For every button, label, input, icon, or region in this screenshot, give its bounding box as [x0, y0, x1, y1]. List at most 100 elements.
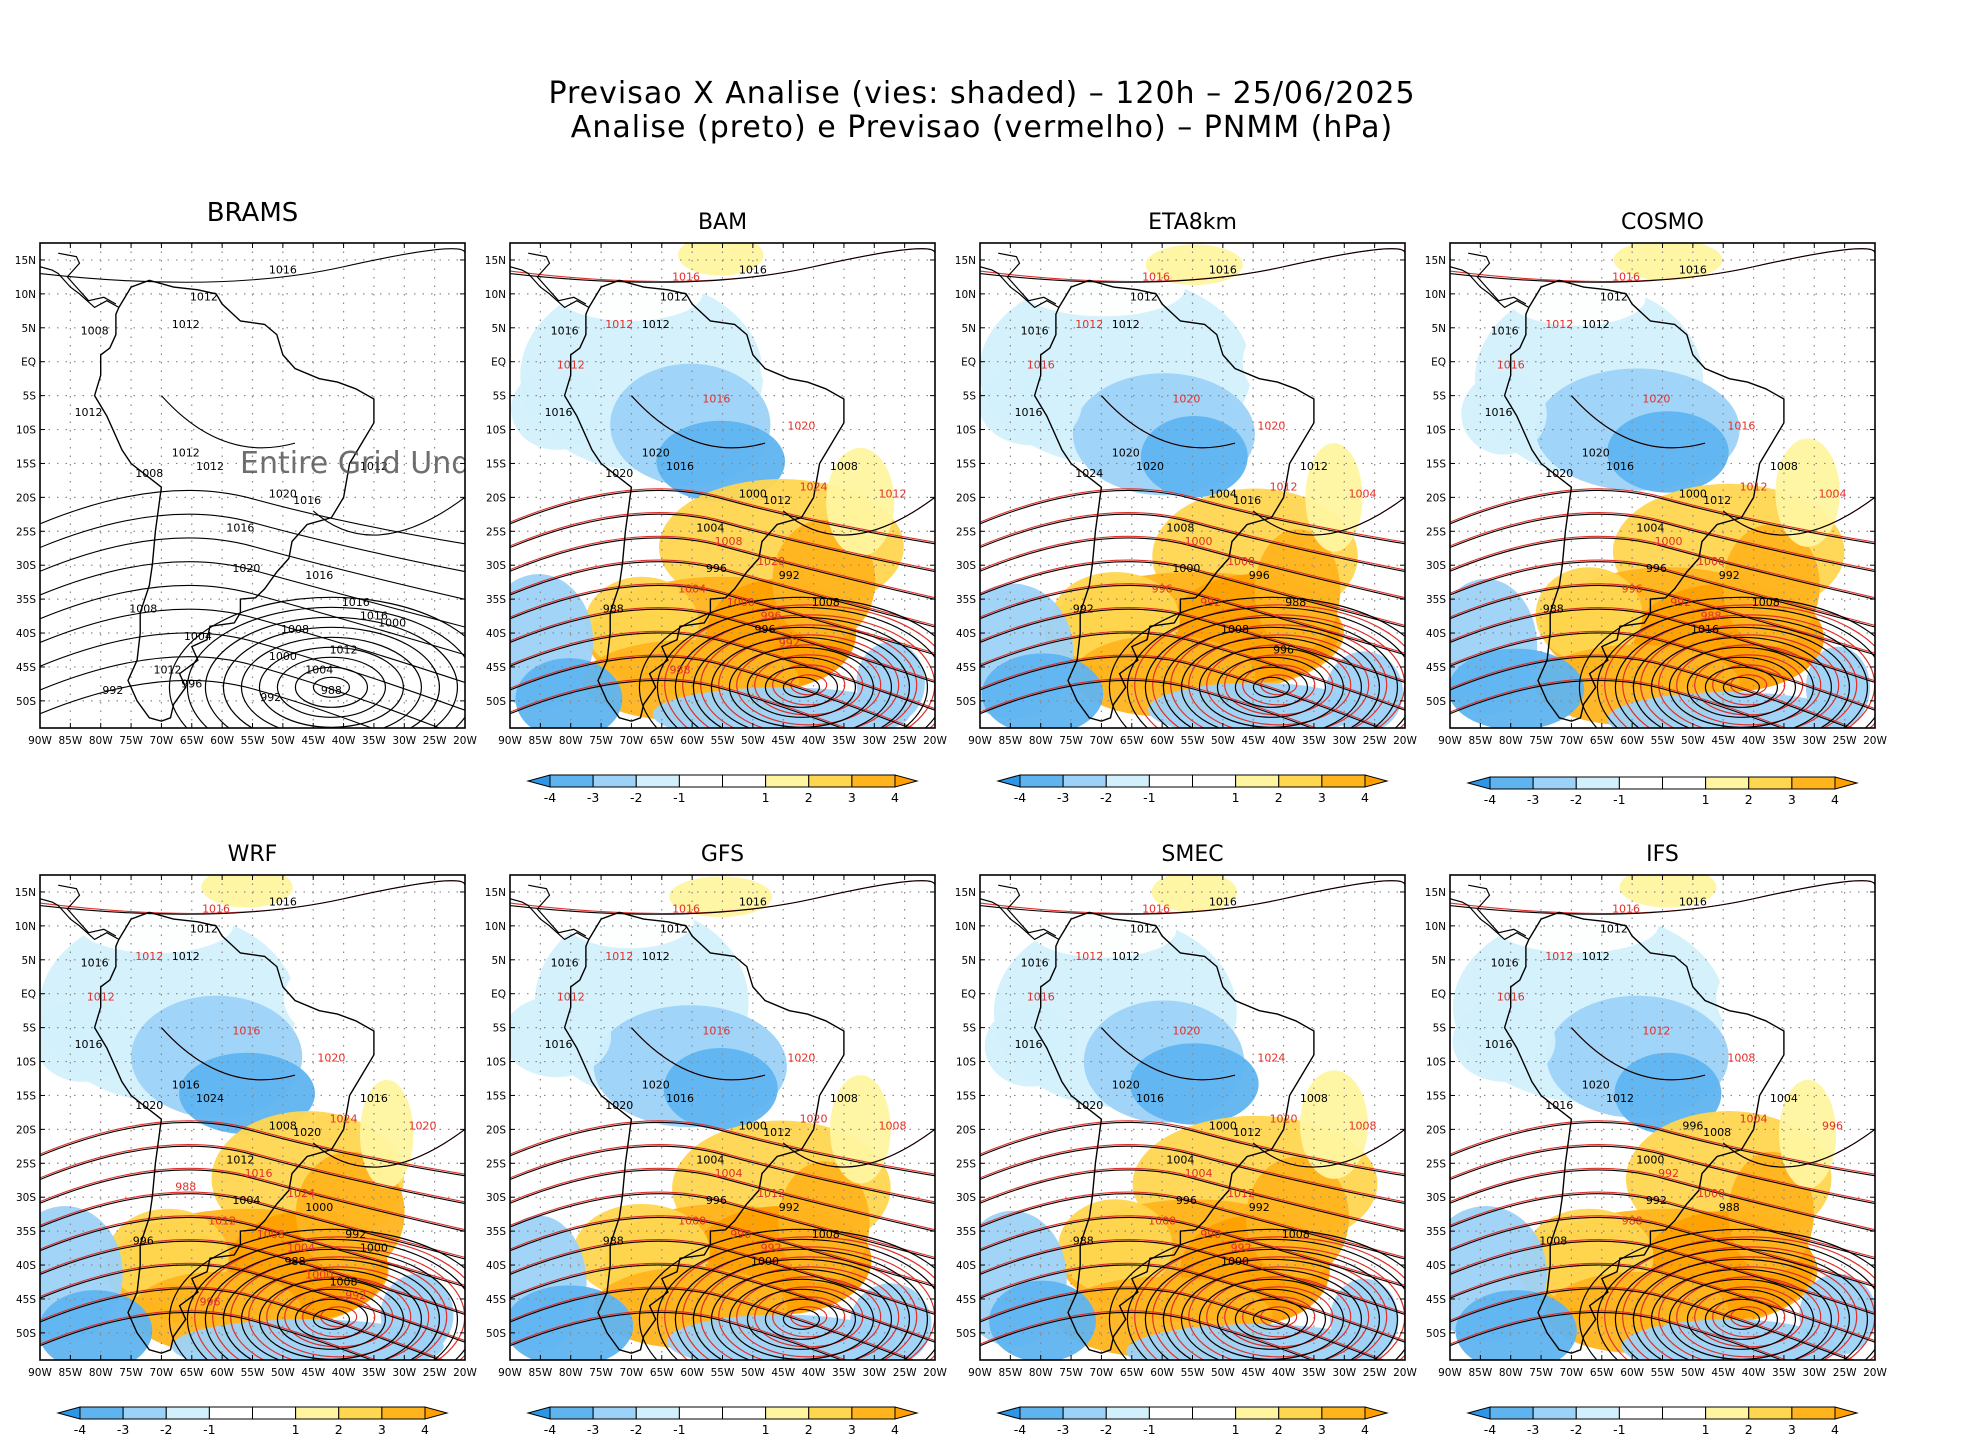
analysis-isobar [1126, 606, 1405, 728]
colorbar-segment [122, 1406, 167, 1420]
lon-label: 25W [423, 1367, 447, 1379]
analysis-isobar [1108, 1228, 1405, 1360]
lat-label: 10N [485, 289, 506, 301]
coastline [510, 897, 590, 941]
bias-area [663, 1047, 778, 1130]
colorbar-label: -1 [1143, 1422, 1155, 1436]
colorbar-segment [635, 1406, 680, 1420]
lon-label: 85W [528, 1367, 552, 1379]
colorbar-arrow-left [1466, 1406, 1491, 1420]
analysis-contour-label: 996 [1646, 562, 1667, 575]
colorbar: -4 -3 -2 -1 1 2 3 4 [1466, 1406, 1859, 1436]
forecast-isobar [1640, 624, 1858, 728]
forecast-isobar [510, 630, 935, 710]
colorbar-label: 1 [762, 790, 770, 805]
lat-label: 20S [956, 492, 976, 504]
lon-label: 90W [28, 735, 52, 747]
forecast-contour-label: 1020 [787, 420, 815, 433]
lon-label: 55W [241, 1367, 265, 1379]
analysis-contour-label: 1000 [1209, 1119, 1237, 1132]
lon-label: 20W [1863, 1367, 1887, 1379]
colorbar-label: 2 [1275, 1422, 1283, 1436]
lon-label: 75W [1529, 735, 1553, 747]
lat-label: 15S [956, 1090, 976, 1102]
colorbar-arrow-left [996, 774, 1021, 788]
analysis-isobar [312, 1128, 465, 1168]
forecast-isobar [718, 634, 900, 728]
forecast-contour-label: 1024 [330, 1113, 358, 1126]
lon-label: 65W [1120, 1367, 1144, 1379]
colorbar-label: 2 [805, 1422, 813, 1436]
forecast-contour-label: 1024 [800, 481, 828, 494]
analysis-contour-label: 1012 [190, 291, 218, 304]
colorbar-label: 3 [848, 1422, 856, 1436]
analysis-isobar [1252, 676, 1291, 698]
analysis-isobar [1722, 1308, 1761, 1330]
bias-area [1535, 567, 1643, 663]
analysis-isobar [746, 1288, 857, 1350]
analysis-isobar [1234, 666, 1309, 708]
colorbar-label: 4 [421, 1422, 429, 1436]
analysis-contour-label: 1016 [739, 264, 767, 277]
analysis-contour-label: 1008 [1539, 1235, 1567, 1248]
colorbar-label: 3 [378, 1422, 386, 1436]
analysis-contour-label: 1016 [1136, 1092, 1164, 1105]
analysis-isobar [674, 616, 928, 728]
panel-title: SMEC [1161, 842, 1223, 867]
analysis-isobar [1596, 1238, 1875, 1360]
colorbar-segment [1489, 776, 1534, 790]
forecast-isobar [1260, 674, 1298, 696]
forecast-isobar [510, 512, 935, 571]
forecast-contour-label: 1012 [1075, 318, 1103, 331]
coastline [980, 897, 1060, 941]
analysis-contour-label: 1020 [1112, 1079, 1140, 1092]
colorbar-segment [1321, 774, 1366, 788]
colorbar-segment [79, 1406, 124, 1420]
forecast-isobar [248, 1266, 430, 1360]
forecast-contour-label: 1000 [1655, 535, 1683, 548]
analysis-isobar [40, 1193, 465, 1260]
analysis-isobar [510, 537, 935, 600]
colorbar-label: -2 [1100, 1422, 1112, 1436]
forecast-isobar [510, 606, 935, 682]
lon-label: 20W [923, 735, 947, 747]
colorbar-segment [851, 1406, 896, 1420]
analysis-contour-label: 1016 [739, 896, 767, 909]
forecast-isobar [40, 1191, 465, 1258]
analysis-contour-label: 1020 [293, 1126, 321, 1139]
colorbar-segment [1062, 774, 1107, 788]
analysis-isobar [782, 676, 821, 698]
colorbar-segment [1148, 774, 1193, 788]
forecast-isobar [1658, 634, 1840, 728]
lat-label: 15N [485, 255, 506, 267]
analysis-isobar [782, 496, 935, 536]
forecast-isobar [718, 1266, 900, 1360]
lat-label: 20S [16, 492, 36, 504]
analysis-contour-label: 1008 [1166, 521, 1194, 534]
forecast-contour-label: 1004 [715, 1167, 743, 1180]
analysis-contour-label: 1004 [1770, 1092, 1798, 1105]
colorbar-label: 1 [762, 1422, 770, 1436]
analysis-isobar [510, 1193, 935, 1260]
analysis-contour-label: 1016 [75, 1038, 103, 1051]
lon-label: 20W [1393, 1367, 1417, 1379]
analysis-contour-label: 1016 [1491, 325, 1519, 338]
lon-label: 70W [620, 735, 644, 747]
forecast-contour-label: 988 [1622, 1214, 1643, 1227]
analysis-isobar [692, 626, 910, 728]
analysis-contour-label: 992 [1646, 1194, 1667, 1207]
analysis-isobar [782, 1308, 821, 1330]
colorbar-segment [1705, 1406, 1750, 1420]
colorbar-label: -2 [160, 1422, 172, 1436]
analysis-contour-label: 1000 [1636, 1153, 1664, 1166]
lon-label: 65W [1120, 735, 1144, 747]
bias-area [1710, 316, 1808, 398]
colorbar-label: -3 [1527, 792, 1539, 807]
colorbar-label: 1 [1702, 792, 1710, 807]
bias-area [669, 876, 773, 918]
analysis-contour-label: 1012 [1600, 291, 1628, 304]
lat-label: 45S [1426, 662, 1446, 674]
lon-label: 40W [332, 735, 356, 747]
analysis-contour-label: 1000 [1172, 562, 1200, 575]
lat-label: 50S [956, 1328, 976, 1340]
